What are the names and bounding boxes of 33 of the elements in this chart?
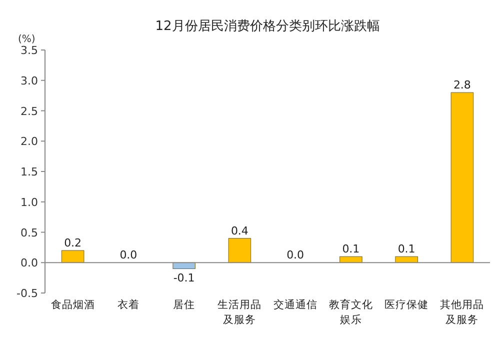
x-tick-label: 其他用品及服务 bbox=[440, 298, 484, 326]
y-tick-label: 1.0 bbox=[20, 196, 38, 209]
x-tick-label: 教育文化娱乐 bbox=[328, 298, 373, 326]
bar bbox=[172, 262, 196, 269]
data-label: 0.0 bbox=[120, 248, 138, 262]
data-label: -0.1 bbox=[173, 272, 195, 285]
data-label: 0.1 bbox=[398, 242, 416, 256]
data-label: 2.8 bbox=[453, 78, 471, 92]
y-tick-label: 1.5 bbox=[20, 166, 38, 178]
data-label: 0.0 bbox=[286, 248, 304, 262]
y-tick-label: 2.0 bbox=[20, 135, 38, 148]
y-tick-label: 3.0 bbox=[20, 74, 38, 88]
bar bbox=[340, 256, 362, 263]
y-tick-label: -0.5 bbox=[16, 287, 38, 300]
x-tick-label: 生活用品及服务 bbox=[218, 298, 262, 326]
x-tick-label: 居住 bbox=[173, 299, 196, 311]
chart-title: 12月份居民消费价格分类别环比涨跌幅 bbox=[155, 19, 380, 34]
y-tick-label: 0.0 bbox=[20, 256, 38, 270]
data-label: 0.1 bbox=[342, 242, 360, 256]
x-tick-label: 衣着 bbox=[117, 298, 140, 311]
x-tick-label: 交通通信 bbox=[273, 298, 318, 311]
y-tick-label: 3.5 bbox=[20, 44, 38, 57]
bar bbox=[395, 256, 418, 263]
x-tick-label: 医疗保健 bbox=[384, 298, 429, 311]
y-tick-label: 0.5 bbox=[20, 226, 38, 240]
y-axis-title: (%) bbox=[18, 34, 36, 45]
bar bbox=[450, 92, 474, 263]
data-label: 0.2 bbox=[64, 236, 82, 250]
y-tick-label: 2.5 bbox=[20, 104, 38, 118]
bar bbox=[228, 238, 252, 263]
x-tick-label: 食品烟酒 bbox=[50, 298, 95, 311]
bar bbox=[61, 250, 84, 263]
data-label: 0.4 bbox=[230, 224, 248, 238]
